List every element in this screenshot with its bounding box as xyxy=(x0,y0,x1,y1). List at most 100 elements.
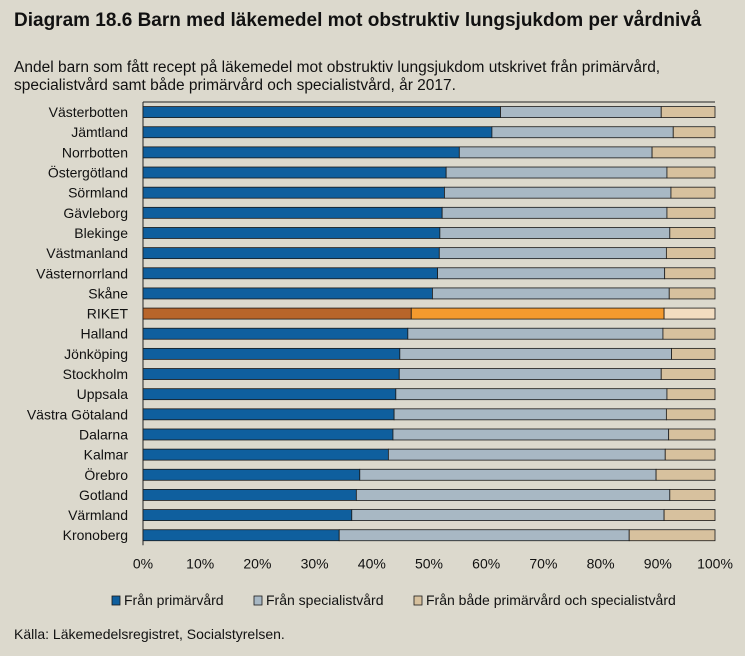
bar-segment xyxy=(399,347,672,360)
bar-segment xyxy=(142,327,409,340)
legend-swatch xyxy=(413,595,423,606)
bar-segment xyxy=(666,166,716,179)
bar-segment xyxy=(393,408,667,421)
bar-segment xyxy=(445,166,668,179)
category-label: Västernorrland xyxy=(36,265,128,281)
bar-segment xyxy=(663,509,716,521)
x-tick-label: 80% xyxy=(587,555,615,571)
bar-segment xyxy=(359,468,657,481)
legend-label: Från specialistvård xyxy=(266,592,384,608)
bar-segment xyxy=(355,489,671,501)
bar-segment xyxy=(628,529,716,542)
bar-segment xyxy=(663,307,716,320)
bar-segment xyxy=(142,126,493,139)
category-label: RIKET xyxy=(87,306,129,322)
bar-segment xyxy=(666,388,716,401)
x-tick-label: 50% xyxy=(415,555,443,571)
bar-segment xyxy=(666,206,716,219)
category-label: Uppsala xyxy=(77,386,129,402)
category-label: Värmland xyxy=(68,507,128,523)
bar-segment xyxy=(142,186,445,199)
bar-segment xyxy=(660,368,716,380)
category-label: Gotland xyxy=(79,487,128,503)
category-label: Sörmland xyxy=(68,185,128,201)
chart-title: Diagram 18.6 Barn med läkemedel mot obst… xyxy=(14,10,702,31)
bar-segment xyxy=(491,126,674,139)
bar-segment xyxy=(669,489,716,501)
bar-segment xyxy=(142,448,389,461)
x-tick-label: 60% xyxy=(472,555,500,571)
bar-segment xyxy=(664,448,716,461)
category-label: Halland xyxy=(81,326,128,342)
category-label: Östergötland xyxy=(48,164,128,181)
bar-segment xyxy=(668,287,716,300)
bar-segment xyxy=(142,347,401,360)
bar-segment xyxy=(142,307,412,320)
bar-segment xyxy=(142,368,400,380)
bar-segment xyxy=(669,227,716,239)
bar-segment xyxy=(142,287,433,300)
category-label: Västerbotten xyxy=(49,104,128,120)
bar-segment xyxy=(142,227,441,239)
bar-segment xyxy=(670,186,716,199)
x-tick-label: 30% xyxy=(301,555,329,571)
category-label: Skåne xyxy=(88,285,128,301)
category-label: Västmanland xyxy=(46,245,128,261)
x-tick-label: 40% xyxy=(358,555,386,571)
bar-segment xyxy=(668,428,716,441)
category-label: Norrbotten xyxy=(62,144,128,160)
bar-segment xyxy=(672,126,716,139)
bar-segment xyxy=(500,106,662,118)
bar-segment xyxy=(665,408,716,421)
bar-segment xyxy=(439,227,671,239)
bar-segment xyxy=(392,428,670,441)
bar-segment xyxy=(655,468,716,481)
category-label: Blekinge xyxy=(74,225,128,241)
bar-segment xyxy=(142,509,353,521)
bar-segment xyxy=(444,186,672,199)
category-label: Jönköping xyxy=(64,346,128,362)
bar-segment xyxy=(651,146,716,159)
legend-label: Från primärvård xyxy=(124,592,224,608)
bar-segment xyxy=(458,146,653,159)
bar-segment xyxy=(437,267,666,280)
chart-subtitle: Andel barn som fått recept på läkemedel … xyxy=(14,59,661,94)
bar-segment xyxy=(142,206,443,219)
category-label: Kronoberg xyxy=(63,527,128,543)
bar-segment xyxy=(142,247,440,260)
category-label: Örebro xyxy=(84,466,128,483)
bar-segment xyxy=(142,146,460,159)
bar-segment xyxy=(142,166,447,179)
bar-segment xyxy=(398,368,662,380)
x-tick-label: 70% xyxy=(529,555,557,571)
bar-segment xyxy=(142,489,357,501)
bar-segment xyxy=(395,388,668,401)
bar-segment xyxy=(142,408,395,421)
bar-segment xyxy=(142,428,394,441)
category-label: Kalmar xyxy=(84,447,129,463)
bar-segment xyxy=(142,267,438,280)
x-tick-label: 10% xyxy=(186,555,214,571)
bar-segment xyxy=(142,529,340,542)
bar-segment xyxy=(662,327,716,340)
bar-segment xyxy=(441,206,668,219)
x-tick-label: 90% xyxy=(644,555,672,571)
legend-swatch xyxy=(253,595,263,606)
bar-segment xyxy=(432,287,670,300)
x-tick-label: 100% xyxy=(697,555,733,571)
category-label: Stockholm xyxy=(63,366,128,382)
bar-segment xyxy=(410,307,665,320)
bar-segment xyxy=(142,106,501,118)
bar-segment xyxy=(338,529,630,542)
bar-segment xyxy=(664,267,716,280)
category-label: Jämtland xyxy=(71,124,128,140)
bar-segment xyxy=(665,247,716,260)
legend-swatch xyxy=(111,595,121,606)
bar-segment xyxy=(671,347,716,360)
bar-segment xyxy=(407,327,664,340)
category-label: Västra Götaland xyxy=(27,406,128,422)
source-note: Källa: Läkemedelsregistret, Socialstyrel… xyxy=(14,626,285,642)
bar-segment xyxy=(351,509,665,521)
bar-segment xyxy=(142,468,361,481)
